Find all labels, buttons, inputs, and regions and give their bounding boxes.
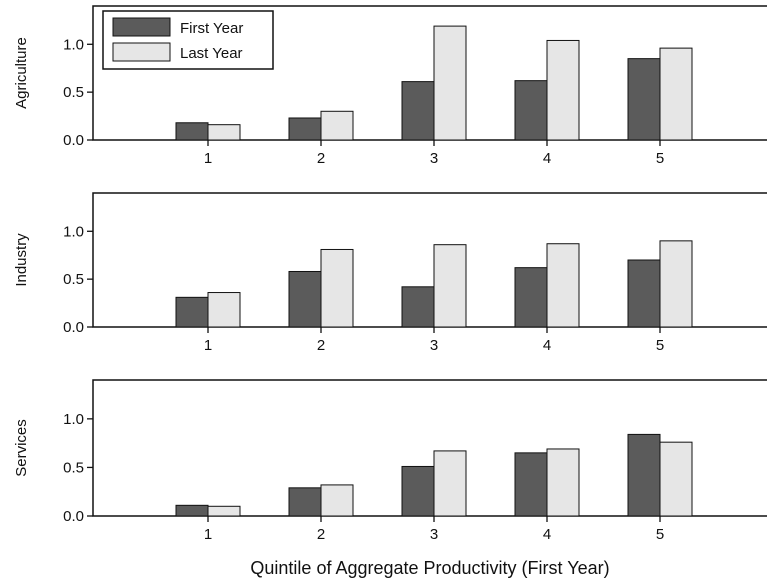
legend: First Year Last Year (102, 10, 274, 70)
bar-first-year (514, 267, 548, 328)
bar-last-year (320, 110, 354, 141)
bar-first-year (288, 487, 322, 517)
y-axis-title: Services (13, 419, 30, 477)
y-tick-label: 1.0 (63, 36, 84, 53)
bar-last-year (433, 25, 467, 141)
x-tick-label: 3 (430, 150, 438, 167)
bar-last-year (207, 124, 241, 141)
bar-last-year (433, 450, 467, 517)
bar-first-year (288, 117, 322, 141)
bar-first-year (401, 286, 435, 328)
y-tick-label: 0.0 (63, 508, 84, 525)
x-tick-label: 2 (317, 337, 325, 354)
x-tick-label: 3 (430, 337, 438, 354)
bar-last-year (320, 248, 354, 328)
panel-industry: 0.0 0.5 1.0 Industry 1 2 3 4 5 (13, 192, 767, 354)
y-axis-title: Industry (13, 233, 30, 287)
y-tick-label: 0.0 (63, 319, 84, 336)
x-tick-label: 4 (543, 150, 551, 167)
x-tick-label: 5 (656, 526, 664, 543)
bar-first-year (627, 433, 661, 517)
bar-last-year (546, 448, 580, 517)
y-tick-label: 1.0 (63, 223, 84, 240)
legend-label-last-year: Last Year (180, 45, 243, 62)
bar-first-year (401, 81, 435, 141)
panels: 0.0 0.5 1.0 Agriculture 1 2 3 4 5 0.0 0.5 1.0 Indust… (13, 5, 767, 543)
x-axis-title: Quintile of Aggregate Productivity (Firs… (250, 558, 609, 578)
y-axis-title: Agriculture (13, 37, 30, 109)
bar-last-year (207, 505, 241, 517)
bar-last-year (546, 39, 580, 141)
bar-first-year (288, 270, 322, 328)
legend-label-first-year: First Year (180, 20, 243, 37)
y-tick-label: 1.0 (63, 411, 84, 428)
y-tick-label: 0.0 (63, 132, 84, 149)
bar-last-year (433, 244, 467, 328)
y-tick-label: 0.5 (63, 84, 84, 101)
bar-first-year (514, 452, 548, 517)
x-tick-label: 5 (656, 150, 664, 167)
bar-last-year (207, 292, 241, 328)
bar-first-year (175, 504, 209, 517)
x-tick-label: 3 (430, 526, 438, 543)
x-tick-label: 1 (204, 337, 212, 354)
bar-first-year (627, 259, 661, 328)
x-tick-label: 2 (317, 150, 325, 167)
bar-first-year (401, 465, 435, 517)
bar-last-year (546, 243, 580, 328)
bar-last-year (659, 47, 693, 141)
x-tick-label: 4 (543, 526, 551, 543)
x-tick-label: 4 (543, 337, 551, 354)
bar-last-year (659, 240, 693, 328)
legend-swatch-last-year (112, 42, 171, 62)
bar-first-year (514, 80, 548, 141)
y-tick-label: 0.5 (63, 271, 84, 288)
legend-swatch-first-year (112, 17, 171, 37)
y-tick-label: 0.5 (63, 459, 84, 476)
bar-last-year (320, 484, 354, 517)
x-tick-label: 1 (204, 150, 212, 167)
x-tick-label: 1 (204, 526, 212, 543)
panel-services: 0.0 0.5 1.0 Services 1 2 3 4 5 (13, 379, 767, 543)
bar-first-year (175, 296, 209, 328)
bar-first-year (627, 58, 661, 141)
x-tick-label: 2 (317, 526, 325, 543)
bar-last-year (659, 441, 693, 517)
x-tick-label: 5 (656, 337, 664, 354)
bar-first-year (175, 122, 209, 141)
panel-agriculture: 0.0 0.5 1.0 Agriculture 1 2 3 4 5 (13, 5, 767, 167)
